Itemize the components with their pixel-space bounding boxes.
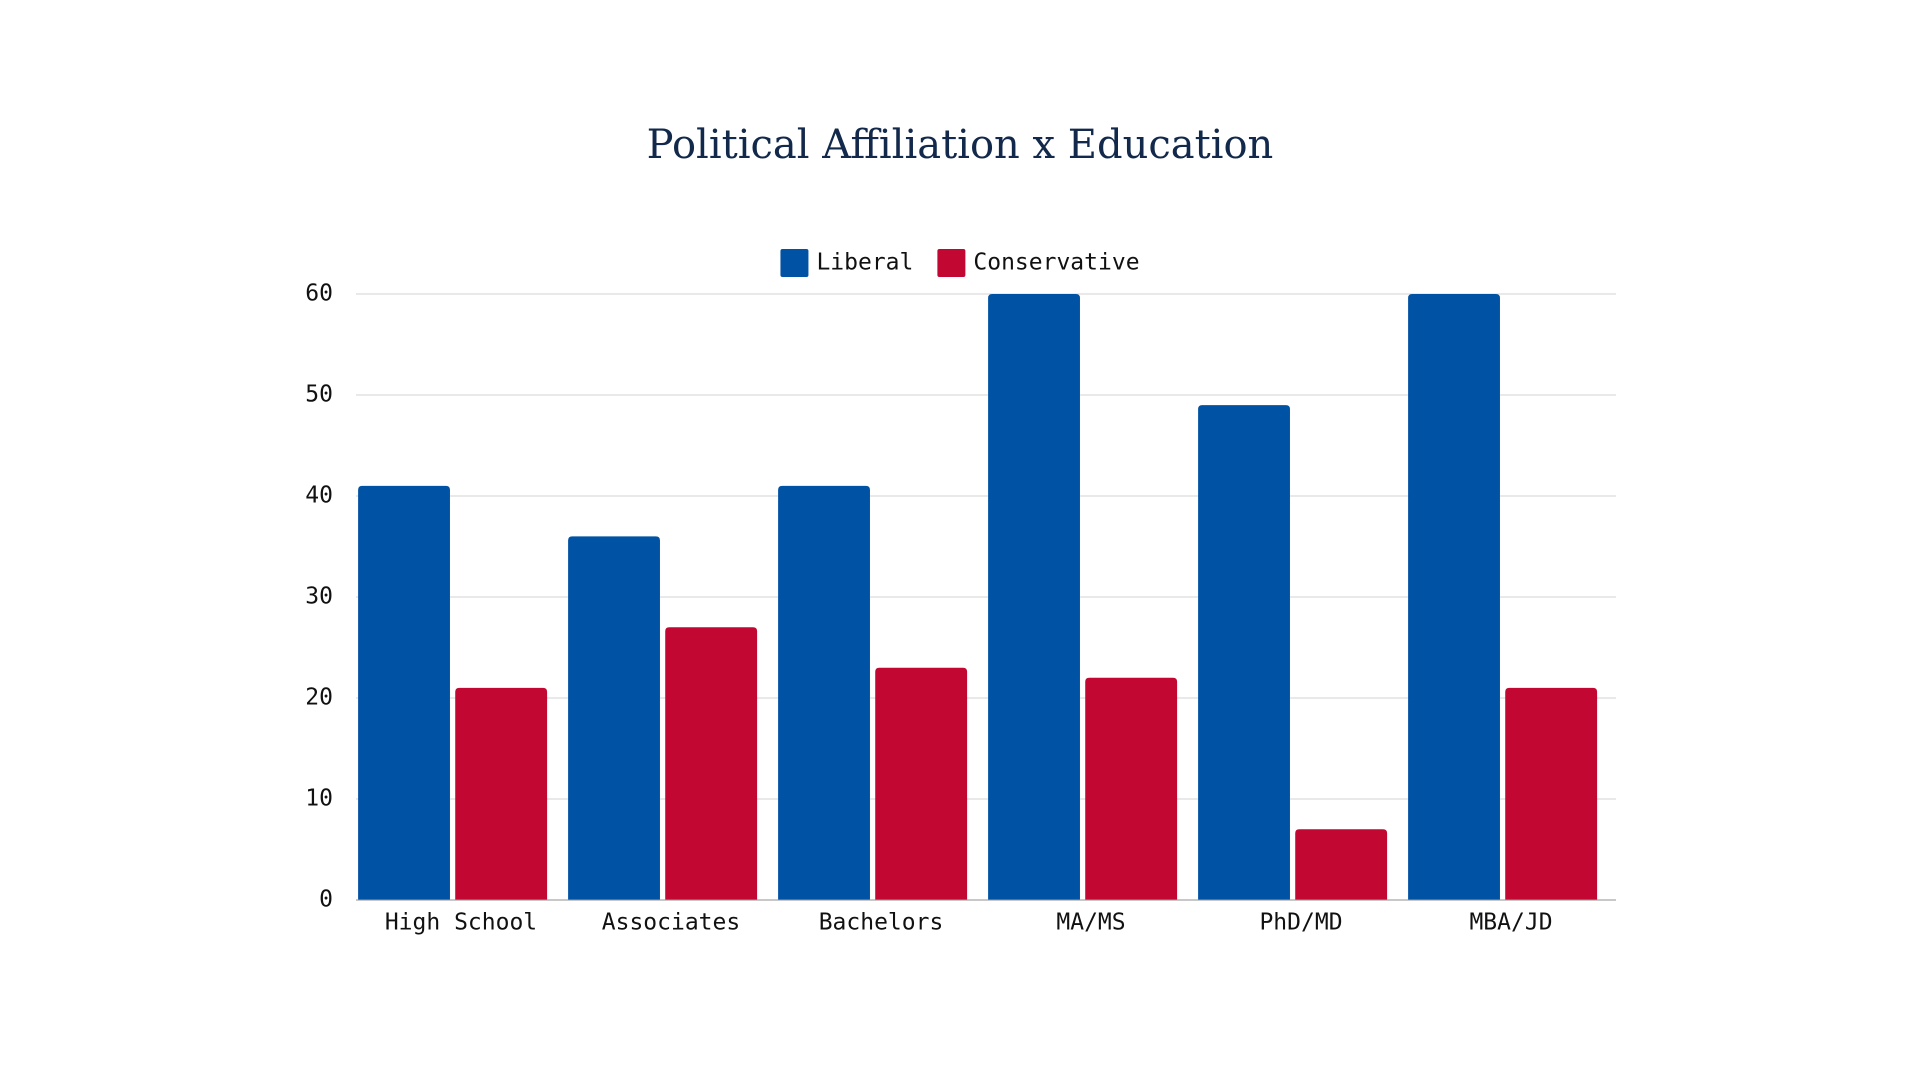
y-tick-label: 30: [305, 584, 333, 610]
bar: [455, 687, 548, 900]
y-tick-label: 50: [305, 382, 333, 408]
x-tick-label: Bachelors: [819, 910, 944, 936]
x-tick-label: MA/MS: [1056, 910, 1125, 936]
legend-swatch: [780, 249, 809, 277]
bar: [665, 627, 758, 900]
x-tick-label: PhD/MD: [1259, 910, 1342, 936]
legend-label: Conservative: [973, 250, 1139, 276]
y-tick-label: 60: [305, 281, 333, 307]
bar: [1408, 294, 1500, 900]
y-tick-label: 20: [305, 685, 333, 711]
x-tick-label: Associates: [602, 910, 740, 936]
bar: [1198, 405, 1290, 900]
y-tick-label: 10: [305, 786, 333, 812]
bar: [568, 536, 660, 900]
x-tick-label: High School: [385, 910, 537, 936]
y-tick-label: 0: [319, 887, 333, 913]
legend-label: Liberal: [816, 250, 913, 276]
bar: [1505, 687, 1598, 900]
bar: [358, 485, 450, 900]
bar: [875, 667, 968, 900]
bar: [1295, 829, 1388, 900]
y-tick-label: 40: [305, 483, 333, 509]
legend-swatch: [937, 249, 966, 277]
chart-title: Political Affiliation x Education: [647, 122, 1274, 168]
bar: [988, 294, 1080, 900]
x-tick-label: MBA/JD: [1469, 910, 1552, 936]
bar: [1085, 677, 1178, 900]
bar: [778, 485, 870, 900]
